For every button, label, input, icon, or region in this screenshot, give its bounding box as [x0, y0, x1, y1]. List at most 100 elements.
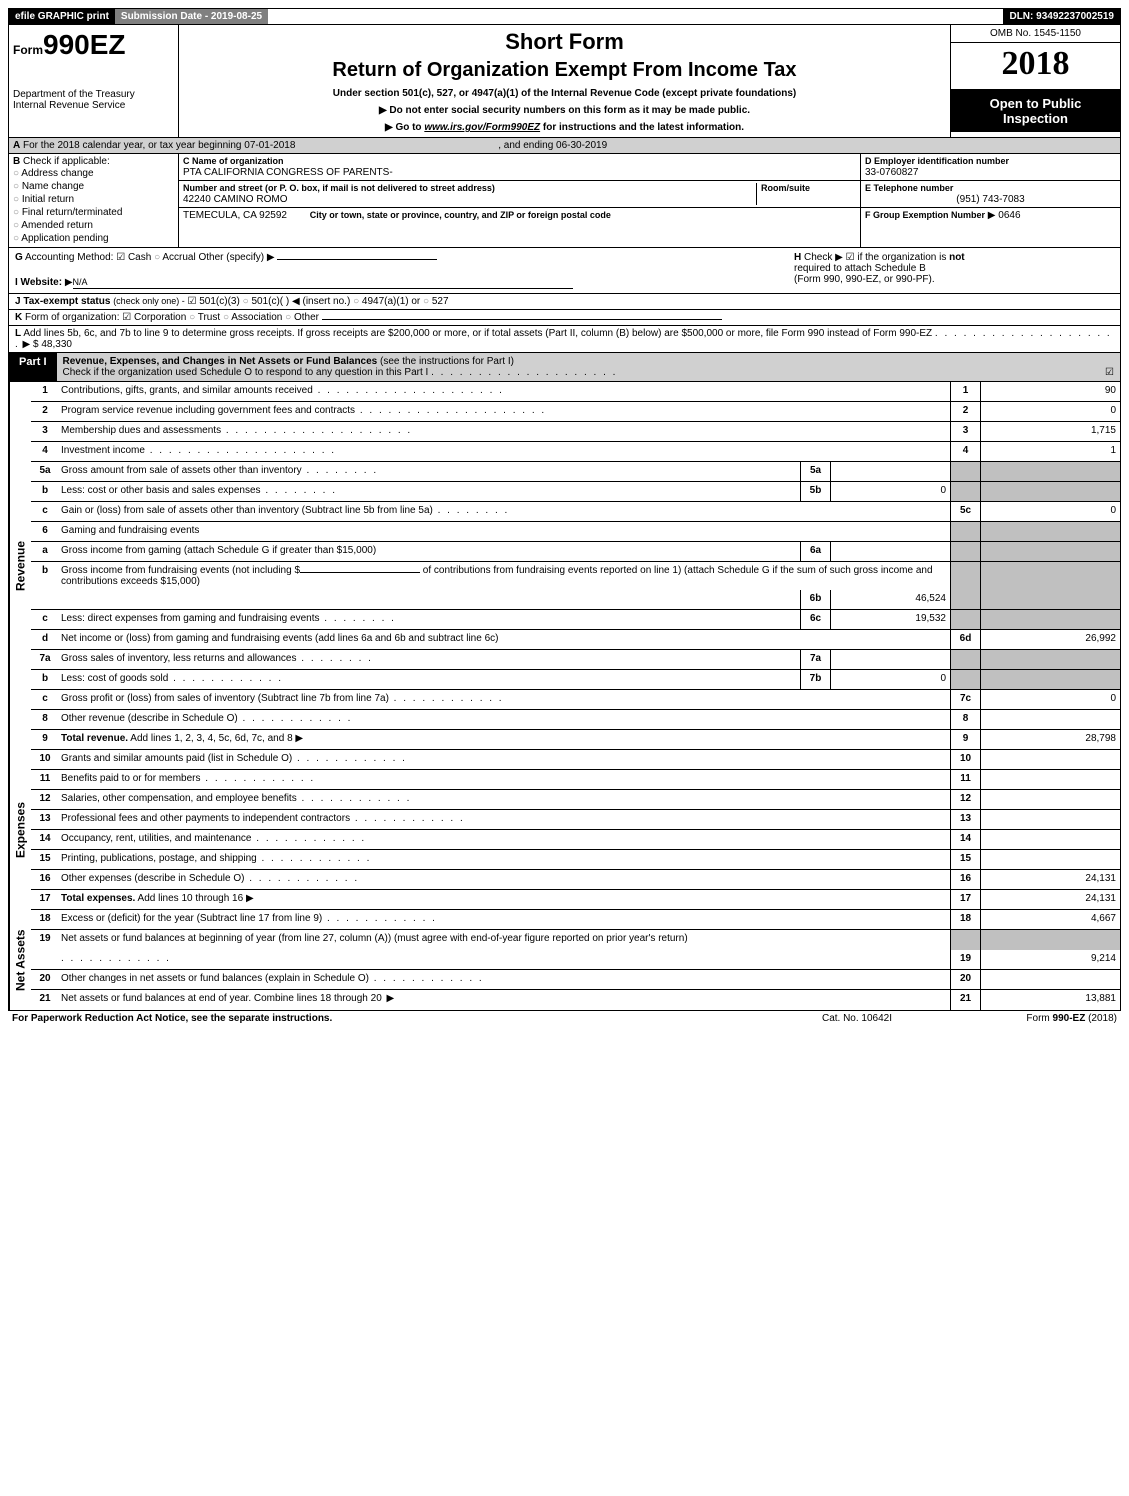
line-7b-rnum — [950, 670, 980, 689]
line-8-amount — [980, 710, 1120, 729]
line-9-bold: Total revenue. — [61, 733, 128, 744]
j-text: (check only one) - — [113, 296, 185, 306]
line-7b-mamt: 0 — [830, 670, 950, 689]
line-3-rnum: 3 — [950, 422, 980, 441]
line-5a-mnum: 5a — [800, 462, 830, 481]
line-17-dots — [246, 893, 256, 904]
line-6c-rnum — [950, 610, 980, 629]
b-label: B — [13, 156, 20, 167]
line-10-num: 10 — [31, 750, 59, 769]
line-17: 17 Total expenses. Add lines 10 through … — [31, 890, 1120, 910]
line-5b-rnum — [950, 482, 980, 501]
line-6b-num2 — [31, 590, 59, 609]
k-other[interactable]: Other — [285, 312, 319, 323]
g-cash[interactable]: Cash — [116, 252, 151, 263]
line-6c-desc: Less: direct expenses from gaming and fu… — [59, 610, 800, 629]
h-text2: required to attach Schedule B — [794, 263, 926, 274]
instr-goto: ▶ Go to www.irs.gov/Form990EZ for instru… — [183, 122, 946, 133]
h-check: Check — [804, 252, 832, 263]
line-5a-amount — [980, 462, 1120, 481]
line-7a-mamt — [830, 650, 950, 669]
k-trust[interactable]: Trust — [189, 312, 220, 323]
ein-cell: D Employer identification number 33-0760… — [861, 154, 1120, 181]
j-501c3[interactable]: 501(c)(3) — [188, 296, 240, 307]
check-name-change[interactable]: Name change — [13, 180, 174, 193]
line-6a-amount — [980, 542, 1120, 561]
revenue-table: Revenue 1 Contributions, gifts, grants, … — [8, 382, 1121, 750]
line-4-amount: 1 — [980, 442, 1120, 461]
h-label: H — [794, 252, 801, 263]
g-accrual[interactable]: Accrual — [154, 252, 196, 263]
line-7b-amount — [980, 670, 1120, 689]
part1-checkbox[interactable]: ☑ — [1105, 367, 1114, 378]
line-13: 13 Professional fees and other payments … — [31, 810, 1120, 830]
line-6b-blank[interactable] — [300, 572, 420, 573]
check-address-change[interactable]: Address change — [13, 167, 174, 180]
line-1: 1 Contributions, gifts, grants, and simi… — [31, 382, 1120, 402]
f-label: F Group Exemption Number — [865, 210, 985, 220]
line-5b-mamt: 0 — [830, 482, 950, 501]
line-6b-pre: Gross income from fundraising events (no… — [61, 565, 300, 576]
h-checkbox[interactable]: ☑ — [846, 252, 855, 263]
line-6b-amount-g — [980, 562, 1120, 590]
line-1-desc: Contributions, gifts, grants, and simila… — [59, 382, 950, 401]
line-20-num: 20 — [31, 970, 59, 989]
line-14-rnum: 14 — [950, 830, 980, 849]
line-20: 20 Other changes in net assets or fund b… — [31, 970, 1120, 990]
header-left: Form990EZ Department of the Treasury Int… — [9, 25, 179, 137]
section-h: H Check ▶ ☑ if the organization is not r… — [794, 252, 1114, 289]
line-6b-desc1: Gross income from fundraising events (no… — [59, 562, 950, 590]
line-6a-rnum — [950, 542, 980, 561]
line-5c-num: c — [31, 502, 59, 521]
line-4-num: 4 — [31, 442, 59, 461]
line-6c-mnum: 6c — [800, 610, 830, 629]
line-2-rnum: 2 — [950, 402, 980, 421]
line-11-amount — [980, 770, 1120, 789]
line-5a-mamt — [830, 462, 950, 481]
line-16: 16 Other expenses (describe in Schedule … — [31, 870, 1120, 890]
line-1-rnum: 1 — [950, 382, 980, 401]
line-14-desc: Occupancy, rent, utilities, and maintena… — [59, 830, 950, 849]
g-other-input[interactable] — [277, 259, 437, 260]
line-8-num: 8 — [31, 710, 59, 729]
j-4947[interactable]: 4947(a)(1) or — [353, 296, 420, 307]
line-9-desc2: Add lines 1, 2, 3, 4, 5c, 6d, 7c, and 8 — [130, 733, 292, 744]
check-amended-return[interactable]: Amended return — [13, 219, 174, 232]
line-6a-desc: Gross income from gaming (attach Schedul… — [59, 542, 800, 561]
irs-link[interactable]: www.irs.gov/Form990EZ — [424, 122, 540, 133]
efile-print-button[interactable]: efile GRAPHIC print — [9, 9, 115, 24]
line-5c: c Gain or (loss) from sale of assets oth… — [31, 502, 1120, 522]
line-6c-amount — [980, 610, 1120, 629]
j-527[interactable]: 527 — [423, 296, 449, 307]
line-19-desc: Net assets or fund balances at beginning… — [59, 930, 950, 950]
line-20-rnum: 20 — [950, 970, 980, 989]
j-501c[interactable]: 501(c)( ) — [243, 296, 290, 307]
header-right: OMB No. 1545-1150 2018 Open to Public In… — [950, 25, 1120, 137]
h-text3: (Form 990, 990-EZ, or 990-PF). — [794, 274, 935, 285]
line-17-desc: Total expenses. Add lines 10 through 16 — [59, 890, 950, 909]
line-3: 3 Membership dues and assessments 3 1,71… — [31, 422, 1120, 442]
org-info-block: B Check if applicable: Address change Na… — [8, 154, 1121, 248]
city: TEMECULA, CA 92592 — [183, 210, 287, 221]
j-insert: (insert no.) — [302, 296, 350, 307]
dln-number: DLN: 93492237002519 — [1003, 9, 1120, 24]
footer-form-post: (2018) — [1085, 1013, 1117, 1024]
check-final-return[interactable]: Final return/terminated — [13, 206, 174, 219]
line-9-num: 9 — [31, 730, 59, 749]
line-12-num: 12 — [31, 790, 59, 809]
under-section: Under section 501(c), 527, or 4947(a)(1)… — [183, 88, 946, 99]
line-6d: d Net income or (loss) from gaming and f… — [31, 630, 1120, 650]
check-application-pending[interactable]: Application pending — [13, 232, 174, 245]
line-5a-desc: Gross amount from sale of assets other t… — [59, 462, 800, 481]
k-other-input[interactable] — [322, 319, 722, 320]
line-4-desc: Investment income — [59, 442, 950, 461]
line-9-dots — [295, 733, 305, 744]
line-7b-num: b — [31, 670, 59, 689]
line-7c-num: c — [31, 690, 59, 709]
line-5a-rnum — [950, 462, 980, 481]
check-initial-return[interactable]: Initial return — [13, 193, 174, 206]
line-3-amount: 1,715 — [980, 422, 1120, 441]
k-corp[interactable]: Corporation — [122, 312, 186, 323]
open-line1: Open to Public — [990, 96, 1082, 111]
k-assoc[interactable]: Association — [223, 312, 282, 323]
